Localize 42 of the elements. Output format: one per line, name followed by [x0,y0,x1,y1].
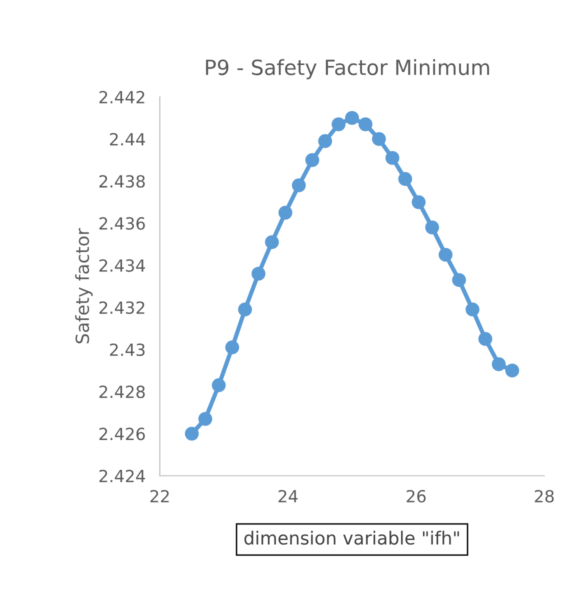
y-tick-label: 2.428 [99,386,145,398]
point [466,302,480,316]
y-tick-label: 2.424 [99,470,145,482]
x-tick-label: 24 [278,490,298,502]
point [318,134,332,148]
point [478,332,492,346]
point [438,248,453,262]
point [305,153,320,168]
point [425,220,440,234]
point [492,357,506,372]
point [225,340,240,354]
point [238,302,252,316]
point [412,195,426,210]
point [385,151,400,165]
x-tick-label: 26 [406,490,426,503]
y-tick-label: 2.426 [99,428,145,440]
x-axis-title: dimension variable "ifh" [244,530,459,545]
y-tick-label: 2.432 [99,301,144,314]
point [358,117,372,132]
point [452,273,466,287]
y-tick-label: 2.44 [110,132,145,146]
y-tick-label: 2.43 [110,343,145,356]
x-tick-label: 22 [150,490,169,502]
point [398,172,412,186]
x-tick-label: 28 [534,490,554,503]
point [278,206,292,220]
point [252,266,266,281]
point [292,178,306,192]
point [345,111,359,125]
y-axis-title: Safety factor [75,228,93,344]
y-tick-label: 2.434 [99,259,145,272]
point [184,426,199,441]
point [505,364,520,378]
y-tick-label: 2.438 [99,175,145,188]
point [332,117,346,132]
y-tick-label: 2.442 [99,90,144,104]
y-tick-label: 2.436 [99,217,145,230]
point [372,132,386,146]
chart-title: P9 - Safety Factor Minimum [206,59,490,80]
point [264,235,279,250]
point [198,412,212,426]
point [212,378,226,392]
